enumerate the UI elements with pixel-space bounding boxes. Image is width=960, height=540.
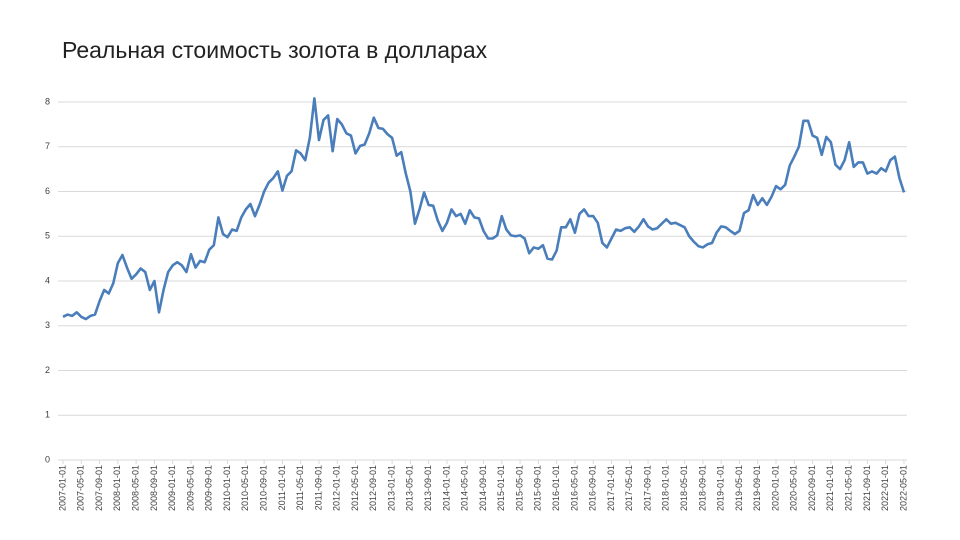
x-tick-label: 2019-09-01 (752, 465, 762, 511)
x-tick-label: 2008-09-01 (149, 465, 159, 511)
x-tick-label: 2008-01-01 (112, 465, 122, 511)
x-tick-label: 2017-01-01 (606, 465, 616, 511)
x-tick-label: 2015-09-01 (533, 465, 543, 511)
x-tick-label: 2018-09-01 (697, 465, 707, 511)
y-tick-label: 8 (45, 96, 50, 106)
x-tick-label: 2011-01-01 (277, 465, 287, 510)
x-tick-label: 2015-01-01 (496, 465, 506, 511)
x-tick-label: 2022-05-01 (898, 465, 908, 511)
x-tick-label: 2020-05-01 (789, 465, 799, 511)
x-tick-label: 2012-05-01 (350, 465, 360, 511)
x-tick-label: 2017-05-01 (624, 465, 634, 511)
x-tick-label: 2021-05-01 (844, 465, 854, 511)
x-tick-label: 2014-01-01 (441, 465, 451, 511)
x-tick-label: 2009-05-01 (185, 465, 195, 511)
y-tick-label: 3 (45, 320, 50, 330)
data-line (62, 97, 906, 321)
x-tick-label: 2020-01-01 (770, 465, 780, 511)
x-tick-label: 2009-01-01 (167, 465, 177, 511)
y-tick-label: 0 (45, 454, 50, 464)
x-tick-label: 2014-05-01 (460, 465, 470, 511)
x-tick-label: 2012-09-01 (368, 465, 378, 511)
x-tick-label: 2016-09-01 (588, 465, 598, 511)
y-tick-label: 4 (45, 275, 50, 285)
x-tick-label: 2016-05-01 (569, 465, 579, 511)
x-tick-label: 2013-01-01 (386, 465, 396, 511)
x-tick-label: 2010-05-01 (240, 465, 250, 511)
x-tick-label: 2012-01-01 (332, 465, 342, 511)
x-tick-label: 2007-09-01 (94, 465, 104, 511)
x-tick-label: 2021-09-01 (862, 465, 872, 511)
y-tick-label: 2 (45, 365, 50, 375)
y-tick-label: 6 (45, 186, 50, 196)
x-tick-label: 2017-09-01 (642, 465, 652, 511)
x-tick-label: 2016-01-01 (551, 465, 561, 511)
x-tick-label: 2014-09-01 (478, 465, 488, 511)
x-tick-label: 2010-01-01 (222, 465, 232, 511)
x-tick-label: 2022-01-01 (880, 465, 890, 511)
chart-title: Реальная стоимость золота в долларах (62, 37, 488, 63)
x-tick-label: 2019-05-01 (734, 465, 744, 511)
y-tick-label: 5 (45, 231, 50, 241)
x-tick-label: 2010-09-01 (258, 465, 268, 511)
x-tick-label: 2015-05-01 (514, 465, 524, 511)
x-tick-label: 2019-01-01 (716, 465, 726, 511)
x-tick-label: 2011-05-01 (295, 465, 305, 510)
y-tick-label: 7 (45, 141, 50, 151)
x-tick-label: 2009-09-01 (204, 465, 214, 511)
x-tick-label: 2013-05-01 (405, 465, 415, 511)
x-tick-label: 2011-09-01 (313, 465, 323, 510)
x-tick-label: 2007-01-01 (57, 465, 67, 511)
x-tick-label: 2018-01-01 (661, 465, 671, 511)
x-tick-label: 2018-05-01 (679, 465, 689, 511)
y-tick-label: 1 (45, 410, 50, 420)
x-tick-label: 2021-01-01 (825, 465, 835, 511)
x-tick-label: 2007-05-01 (76, 465, 86, 511)
x-tick-label: 2020-09-01 (807, 465, 817, 511)
x-tick-label: 2013-09-01 (423, 465, 433, 511)
x-tick-label: 2008-05-01 (131, 465, 141, 511)
